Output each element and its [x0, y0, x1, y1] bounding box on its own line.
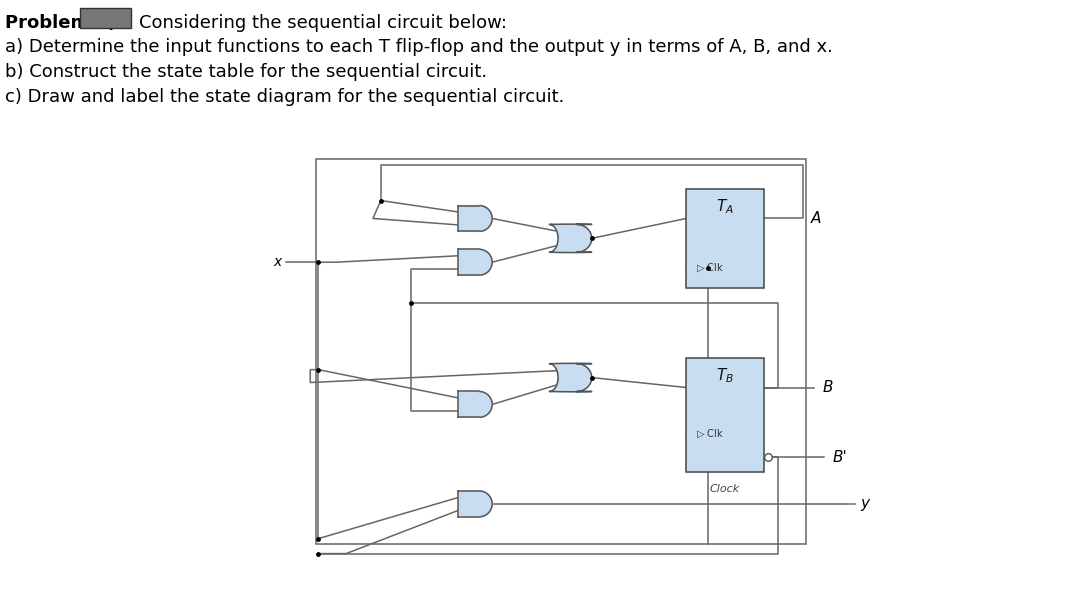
Text: x: x	[274, 255, 281, 269]
Text: B': B'	[833, 450, 847, 465]
Text: $\mathit{T_B}$: $\mathit{T_B}$	[716, 366, 734, 385]
Text: Clock: Clock	[710, 484, 740, 494]
Polygon shape	[459, 206, 492, 231]
FancyBboxPatch shape	[686, 358, 763, 472]
Text: $\mathit{T_A}$: $\mathit{T_A}$	[716, 197, 734, 216]
Polygon shape	[549, 364, 592, 392]
Text: y: y	[861, 496, 869, 511]
Polygon shape	[459, 391, 492, 417]
Text: B: B	[822, 380, 833, 395]
Text: a) Determine the input functions to each T flip-flop and the output y in terms o: a) Determine the input functions to each…	[5, 38, 833, 56]
Text: b) Construct the state table for the sequential circuit.: b) Construct the state table for the seq…	[5, 63, 487, 81]
Polygon shape	[459, 491, 492, 517]
Text: $\triangleright$ Clk: $\triangleright$ Clk	[696, 262, 724, 275]
Text: Considering the sequential circuit below:: Considering the sequential circuit below…	[139, 14, 507, 32]
Polygon shape	[459, 249, 492, 275]
FancyBboxPatch shape	[686, 189, 763, 288]
Text: c) Draw and label the state diagram for the sequential circuit.: c) Draw and label the state diagram for …	[5, 88, 564, 106]
Polygon shape	[549, 224, 592, 252]
FancyBboxPatch shape	[79, 8, 131, 28]
Text: Problem 2): Problem 2)	[5, 14, 117, 32]
Text: A: A	[810, 211, 821, 226]
Text: $\triangleright$ Clk: $\triangleright$ Clk	[696, 428, 724, 441]
